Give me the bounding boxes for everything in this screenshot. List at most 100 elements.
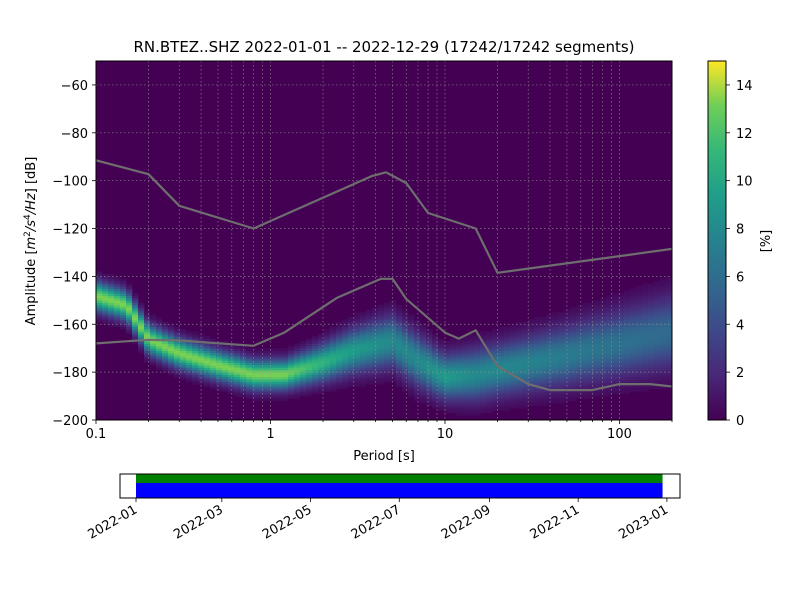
heatmap-cell bbox=[648, 360, 655, 363]
heatmap-cell bbox=[552, 331, 559, 335]
heatmap-cell bbox=[558, 376, 565, 380]
heatmap-cell bbox=[546, 379, 553, 383]
heatmap-cell bbox=[570, 329, 577, 332]
heatmap-cell bbox=[384, 319, 391, 323]
heatmap-cell bbox=[618, 364, 625, 368]
grid-lines bbox=[96, 61, 672, 420]
heatmap-cell bbox=[288, 355, 295, 359]
heatmap-cell bbox=[480, 336, 487, 340]
heatmap-cell bbox=[360, 345, 367, 349]
heatmap-cell bbox=[456, 357, 463, 361]
heatmap-cell bbox=[474, 408, 481, 411]
heatmap-cell bbox=[504, 364, 511, 368]
heatmap-cell bbox=[426, 391, 433, 395]
heatmap-cell bbox=[378, 381, 385, 385]
colorbar-tick-label: 10 bbox=[736, 175, 753, 190]
heatmap-cell bbox=[210, 386, 217, 390]
heatmap-cell bbox=[366, 319, 373, 323]
heatmap-cell bbox=[594, 333, 601, 337]
heatmap-cell bbox=[204, 374, 211, 378]
heatmap-cell bbox=[648, 307, 655, 311]
heatmap-cell bbox=[354, 384, 361, 387]
heatmap-cell bbox=[360, 376, 367, 380]
heatmap-cell bbox=[390, 343, 397, 347]
heatmap-cell bbox=[408, 341, 415, 344]
heatmap-cell bbox=[552, 393, 559, 397]
heatmap-cell bbox=[126, 285, 133, 289]
heatmap-cell bbox=[378, 309, 385, 313]
heatmap-cell bbox=[564, 309, 571, 313]
heatmap-cell bbox=[222, 364, 229, 368]
heatmap-cell bbox=[492, 384, 499, 387]
heatmap-cell bbox=[534, 341, 541, 344]
heatmap-cell bbox=[630, 376, 637, 380]
heatmap-cell bbox=[648, 362, 655, 366]
heatmap-cell bbox=[498, 403, 505, 407]
heatmap-cell bbox=[96, 307, 103, 311]
heatmap-cell bbox=[504, 388, 511, 392]
heatmap-cell bbox=[450, 350, 457, 354]
heatmap-cell bbox=[318, 379, 325, 383]
heatmap-cell bbox=[294, 348, 301, 351]
heatmap-cell bbox=[480, 331, 487, 335]
heatmap-cell bbox=[588, 391, 595, 395]
heatmap-cell bbox=[96, 278, 103, 282]
heatmap-cell bbox=[534, 403, 541, 407]
heatmap-cell bbox=[612, 324, 619, 328]
heatmap-cell bbox=[594, 369, 601, 373]
heatmap-cell bbox=[450, 355, 457, 359]
heatmap-cell bbox=[534, 333, 541, 337]
heatmap-cell bbox=[378, 369, 385, 373]
heatmap-cell bbox=[594, 338, 601, 342]
heatmap-cell bbox=[276, 396, 283, 399]
heatmap-cell bbox=[132, 319, 139, 323]
heatmap-cell bbox=[558, 369, 565, 373]
heatmap-cell bbox=[318, 343, 325, 347]
heatmap-cell bbox=[354, 345, 361, 349]
heatmap-cell bbox=[558, 319, 565, 323]
heatmap-cell bbox=[336, 376, 343, 380]
heatmap-cell bbox=[582, 381, 589, 385]
heatmap-cell bbox=[348, 369, 355, 373]
heatmap-cell bbox=[582, 341, 589, 344]
heatmap-cell bbox=[408, 321, 415, 325]
heatmap-cell bbox=[540, 336, 547, 340]
heatmap-cell bbox=[252, 398, 259, 402]
heatmap-cell bbox=[258, 360, 265, 363]
heatmap-cell bbox=[288, 388, 295, 392]
heatmap-cell bbox=[654, 338, 661, 342]
heatmap-cell bbox=[312, 367, 319, 371]
heatmap-cell bbox=[330, 345, 337, 349]
heatmap-cell bbox=[480, 381, 487, 385]
heatmap-cell bbox=[126, 326, 133, 330]
heatmap-cell bbox=[540, 331, 547, 335]
heatmap-cell bbox=[588, 343, 595, 347]
heatmap-cell bbox=[318, 352, 325, 356]
heatmap-cell bbox=[654, 367, 661, 371]
heatmap-cell bbox=[384, 367, 391, 371]
heatmap-cell bbox=[270, 388, 277, 392]
heatmap-cell bbox=[324, 329, 331, 332]
heatmap-cell bbox=[228, 379, 235, 383]
heatmap-cell bbox=[216, 350, 223, 354]
heatmap-cell bbox=[420, 360, 427, 363]
heatmap-cell bbox=[336, 352, 343, 356]
heatmap-cell bbox=[276, 355, 283, 359]
heatmap-cell bbox=[432, 398, 439, 402]
heatmap-cell bbox=[342, 369, 349, 373]
heatmap-cell bbox=[528, 367, 535, 371]
heatmap-cell bbox=[108, 293, 115, 296]
heatmap-cell bbox=[576, 309, 583, 313]
heatmap-cell bbox=[264, 362, 271, 366]
heatmap-cell bbox=[468, 388, 475, 392]
heatmap-cell bbox=[444, 379, 451, 383]
heatmap-cell bbox=[606, 350, 613, 354]
heatmap-cell bbox=[132, 324, 139, 328]
heatmap-cell bbox=[510, 348, 517, 351]
heatmap-cell bbox=[294, 369, 301, 373]
heatmap-cell bbox=[96, 271, 103, 275]
heatmap-cell bbox=[438, 396, 445, 399]
heatmap-cell bbox=[624, 326, 631, 330]
heatmap-cell bbox=[564, 319, 571, 323]
heatmap-cell bbox=[660, 321, 667, 325]
